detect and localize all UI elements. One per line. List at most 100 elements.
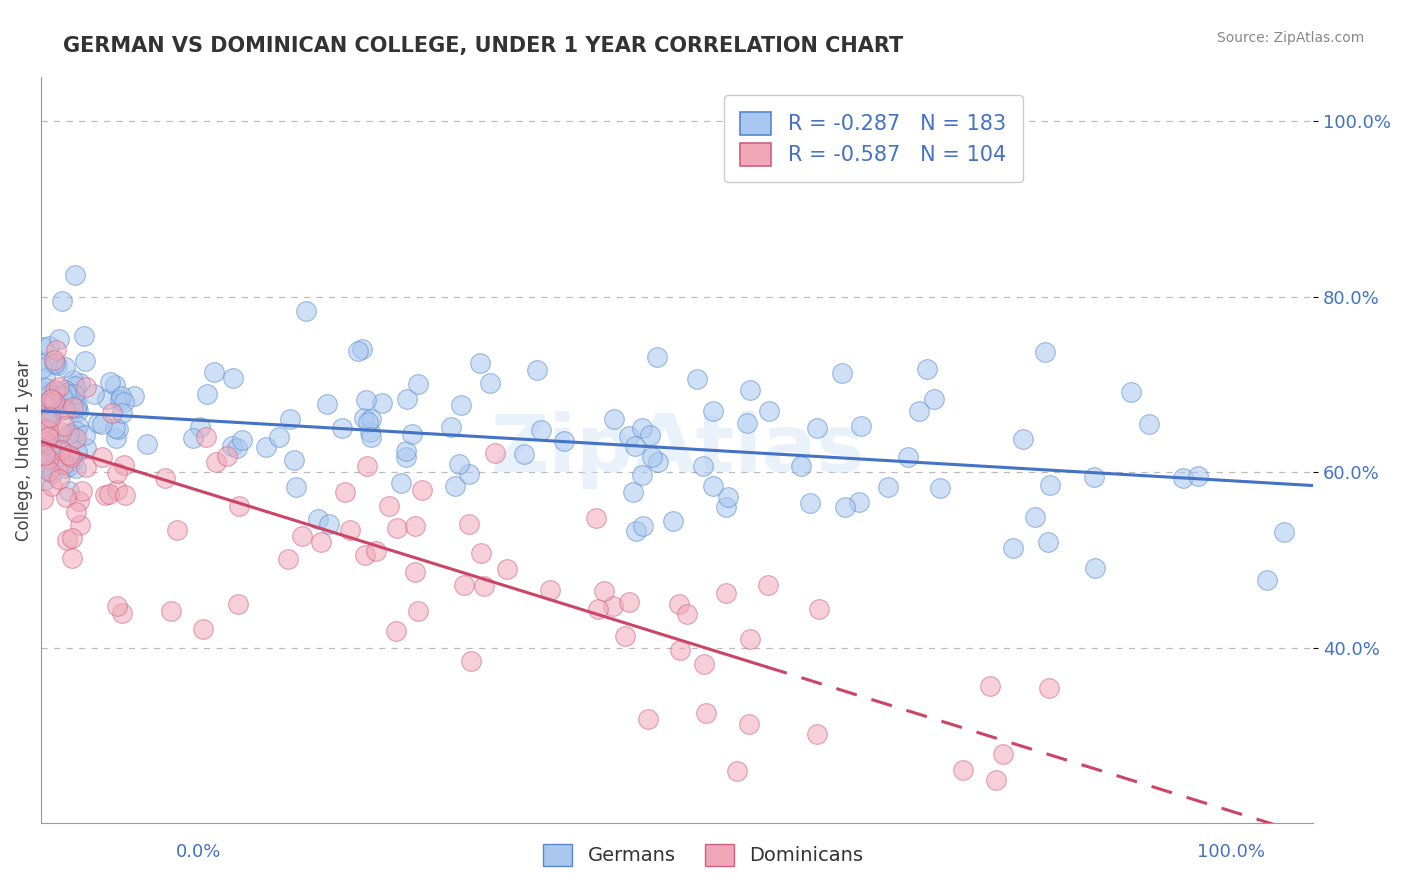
Point — [62, 454, 84, 468]
Point — [585, 511, 607, 525]
Point — [717, 490, 740, 504]
Point — [42, 389, 65, 403]
Point — [702, 479, 724, 493]
Point — [58, 426, 80, 441]
Point — [62, 432, 84, 446]
Point — [52, 418, 75, 433]
Point — [65, 445, 87, 459]
Point — [42, 352, 65, 367]
Point — [112, 458, 135, 473]
Point — [692, 458, 714, 473]
Point — [662, 514, 685, 528]
Point — [450, 398, 472, 412]
Point — [42, 392, 65, 407]
Point — [194, 430, 217, 444]
Point — [389, 475, 412, 490]
Point — [202, 365, 225, 379]
Point — [834, 500, 856, 515]
Point — [136, 437, 159, 451]
Point — [267, 429, 290, 443]
Point — [908, 404, 931, 418]
Point — [353, 410, 375, 425]
Point — [31, 435, 53, 450]
Point — [55, 385, 77, 400]
Point — [538, 582, 561, 597]
Point — [38, 409, 60, 424]
Point — [90, 450, 112, 464]
Point — [37, 452, 59, 467]
Point — [460, 654, 482, 668]
Point — [58, 483, 80, 498]
Point — [356, 459, 378, 474]
Point — [75, 441, 97, 455]
Point — [34, 370, 56, 384]
Point — [55, 461, 77, 475]
Point — [38, 386, 60, 401]
Point — [62, 373, 84, 387]
Point — [83, 387, 105, 401]
Text: Source: ZipAtlas.com: Source: ZipAtlas.com — [1216, 31, 1364, 45]
Point — [647, 350, 669, 364]
Point — [226, 597, 249, 611]
Point — [877, 479, 900, 493]
Point — [254, 440, 277, 454]
Point — [623, 439, 645, 453]
Point — [73, 428, 96, 442]
Point — [215, 449, 238, 463]
Point — [617, 595, 640, 609]
Point — [228, 499, 250, 513]
Point — [404, 565, 426, 579]
Point — [395, 444, 418, 458]
Point — [35, 434, 58, 449]
Text: ZipAtlas: ZipAtlas — [491, 411, 865, 490]
Point — [693, 657, 716, 671]
Point — [51, 293, 73, 308]
Point — [32, 397, 55, 411]
Point — [41, 390, 63, 404]
Point — [98, 375, 121, 389]
Point — [191, 622, 214, 636]
Point — [51, 402, 73, 417]
Point — [592, 584, 614, 599]
Point — [347, 344, 370, 359]
Point — [979, 679, 1001, 693]
Point — [188, 419, 211, 434]
Point — [624, 524, 647, 538]
Point — [65, 505, 87, 519]
Point — [39, 406, 62, 420]
Point — [716, 500, 738, 515]
Text: 100.0%: 100.0% — [1198, 843, 1265, 861]
Point — [59, 396, 82, 410]
Point — [278, 412, 301, 426]
Point — [738, 384, 761, 398]
Point — [41, 467, 63, 481]
Point — [73, 354, 96, 368]
Point — [756, 577, 779, 591]
Point — [53, 402, 76, 417]
Point — [34, 401, 56, 415]
Point — [63, 379, 86, 393]
Point — [42, 357, 65, 371]
Point — [60, 425, 83, 440]
Point — [38, 413, 60, 427]
Point — [53, 360, 76, 375]
Point — [1039, 477, 1062, 491]
Point — [478, 376, 501, 390]
Point — [65, 401, 87, 416]
Point — [447, 457, 470, 471]
Point — [371, 395, 394, 409]
Text: 0.0%: 0.0% — [176, 843, 221, 861]
Point — [1038, 535, 1060, 549]
Point — [67, 403, 90, 417]
Point — [806, 727, 828, 741]
Point — [183, 431, 205, 445]
Point — [309, 535, 332, 549]
Point — [42, 385, 65, 400]
Point — [104, 421, 127, 435]
Point — [122, 389, 145, 403]
Point — [440, 419, 463, 434]
Point — [195, 387, 218, 401]
Point — [37, 429, 59, 443]
Point — [831, 366, 853, 380]
Point — [695, 706, 717, 721]
